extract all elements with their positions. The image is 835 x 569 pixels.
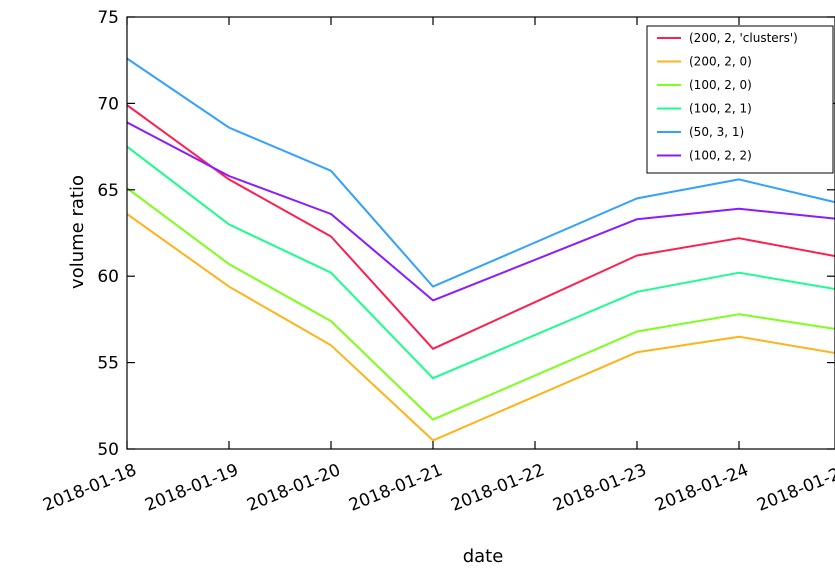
legend: (200, 2, 'clusters') (200, 2, 0) (100, 2, … [646, 25, 834, 174]
x-tick-label: 2018-01-18 [40, 460, 139, 516]
x-tick-label: 2018-01-25 [754, 460, 835, 516]
x-axis-label: date [463, 546, 504, 567]
x-tick-label: 2018-01-19 [142, 460, 241, 516]
y-tick-label: 60 [97, 267, 119, 287]
legend-label: (100, 2, 0) [689, 78, 752, 92]
y-tick-label: 55 [97, 354, 119, 374]
legend-label: (200, 2, 0) [689, 55, 752, 69]
y-tick-label: 70 [97, 94, 119, 114]
y-tick-label: 50 [97, 440, 119, 460]
series-line-6 [127, 121, 835, 302]
series-line-4 [127, 145, 835, 380]
legend-label: (50, 3, 1) [689, 125, 744, 139]
legend-label: (200, 2, 'clusters') [689, 31, 798, 45]
series-layer [127, 57, 835, 442]
x-tick-label: 2018-01-23 [550, 460, 649, 516]
series-line-1 [127, 104, 835, 350]
x-tick-label: 2018-01-20 [244, 460, 343, 516]
y-tick-label: 65 [97, 181, 119, 201]
legend-label: (100, 2, 2) [689, 149, 752, 163]
series-line-5 [127, 57, 835, 288]
x-tick-label: 2018-01-24 [652, 460, 751, 516]
plot-frame [126, 16, 835, 450]
x-tick-label: 2018-01-22 [448, 460, 547, 516]
y-tick-label: 75 [97, 8, 119, 28]
legend-label: (100, 2, 1) [689, 102, 752, 116]
y-tick-labels: 50 55 60 65 70 75 [97, 8, 119, 460]
legend-box [646, 25, 834, 174]
series-line-3 [127, 187, 835, 421]
y-axis-label: volume ratio [67, 175, 88, 289]
x-tick-label: 2018-01-21 [346, 460, 445, 516]
series-line-2 [127, 213, 835, 442]
x-tick-labels: 2018-01-18 2018-01-19 2018-01-20 2018-01-21… [40, 460, 835, 516]
